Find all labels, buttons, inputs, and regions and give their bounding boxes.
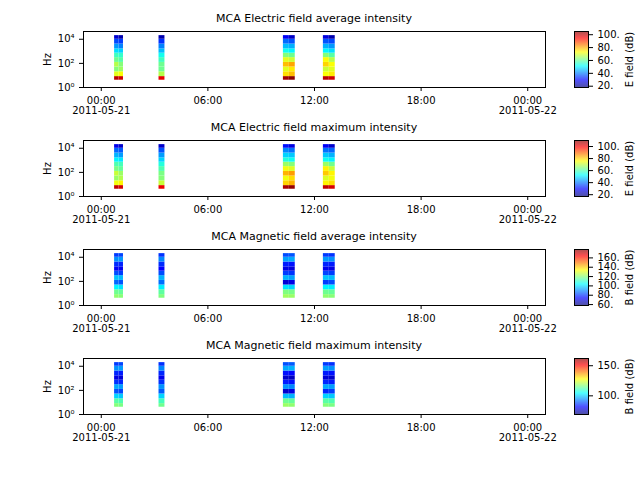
svg-text:160.: 160.	[598, 252, 620, 263]
svg-text:12:00: 12:00	[300, 313, 329, 324]
svg-text:00:002011-05-22: 00:002011-05-22	[499, 95, 557, 116]
svg-text:00:002011-05-22: 00:002011-05-22	[499, 422, 557, 443]
html-text:MCA Magnetic field average int: MCA Magnetic field average intensity	[211, 230, 417, 243]
svg-text:10²: 10²	[58, 385, 75, 396]
svg-text:40.: 40.	[598, 68, 614, 79]
svg-text:B field (dB): B field (dB)	[624, 359, 635, 415]
svg-text:60.: 60.	[598, 165, 614, 176]
svg-text:10⁰: 10⁰	[58, 409, 75, 420]
svg-text:100.: 100.	[597, 280, 620, 292]
svg-text:00:002011-05-21: 00:002011-05-21	[72, 95, 130, 116]
svg-text:40.: 40.	[598, 177, 614, 188]
svg-text:18:00: 18:00	[407, 313, 436, 324]
svg-text:E field (dB): E field (dB)	[624, 32, 635, 87]
svg-text:80.: 80.	[597, 289, 614, 301]
svg-text:10⁰: 10⁰	[58, 191, 75, 202]
svg-text:20.: 20.	[598, 80, 614, 91]
html-text:MCA Electric field maximum int: MCA Electric field maximum intensity	[210, 121, 418, 134]
svg-text:00:002011-05-21: 00:002011-05-21	[72, 204, 130, 225]
svg-text:80.: 80.	[598, 42, 614, 53]
svg-text:00:002011-05-21: 00:002011-05-21	[72, 313, 130, 334]
svg-text:06:00: 06:00	[193, 313, 222, 324]
svg-text:18:00: 18:00	[407, 422, 436, 433]
svg-text:100.: 100.	[598, 29, 620, 40]
svg-text:Hz: Hz	[42, 53, 53, 66]
svg-text:00:002011-05-22: 00:002011-05-22	[499, 204, 557, 225]
html-text:MCA Magnetic field maximum int: MCA Magnetic field maximum intensity	[206, 339, 422, 352]
svg-text:E field (dB): E field (dB)	[624, 141, 635, 196]
svg-text:B field (dB): B field (dB)	[624, 250, 635, 306]
svg-text:100.: 100.	[598, 141, 620, 152]
svg-text:10²: 10²	[58, 167, 75, 178]
svg-text:12:00: 12:00	[300, 95, 329, 106]
svg-text:Hz: Hz	[42, 162, 53, 175]
svg-text:150.: 150.	[598, 360, 620, 371]
svg-text:10⁴: 10⁴	[58, 33, 75, 44]
svg-text:Hz: Hz	[42, 380, 53, 393]
svg-text:10⁴: 10⁴	[58, 360, 75, 371]
svg-text:10⁴: 10⁴	[58, 142, 75, 153]
html-text:MCA Electric field average int: MCA Electric field average intensity	[216, 12, 412, 25]
svg-text:06:00: 06:00	[193, 95, 222, 106]
svg-text:00:002011-05-21: 00:002011-05-21	[72, 422, 130, 443]
svg-text:10²: 10²	[58, 276, 75, 287]
svg-text:00:002011-05-22: 00:002011-05-22	[499, 313, 557, 334]
svg-text:10⁰: 10⁰	[58, 82, 75, 93]
svg-text:06:00: 06:00	[193, 204, 222, 215]
svg-text:100.: 100.	[598, 390, 620, 401]
svg-text:10⁰: 10⁰	[58, 300, 75, 311]
svg-text:06:00: 06:00	[193, 422, 222, 433]
svg-text:Hz: Hz	[42, 271, 53, 284]
svg-text:60.: 60.	[598, 55, 614, 66]
svg-text:20.: 20.	[598, 189, 614, 200]
svg-text:10⁴: 10⁴	[58, 251, 75, 262]
svg-text:140.: 140.	[597, 261, 620, 273]
svg-text:12:00: 12:00	[300, 204, 329, 215]
svg-text:18:00: 18:00	[407, 204, 436, 215]
svg-text:80.: 80.	[598, 153, 614, 164]
svg-text:10²: 10²	[58, 58, 75, 69]
svg-text:12:00: 12:00	[300, 422, 329, 433]
svg-text:120.: 120.	[597, 270, 620, 282]
svg-text:18:00: 18:00	[407, 95, 436, 106]
svg-text:60.: 60.	[597, 298, 614, 310]
